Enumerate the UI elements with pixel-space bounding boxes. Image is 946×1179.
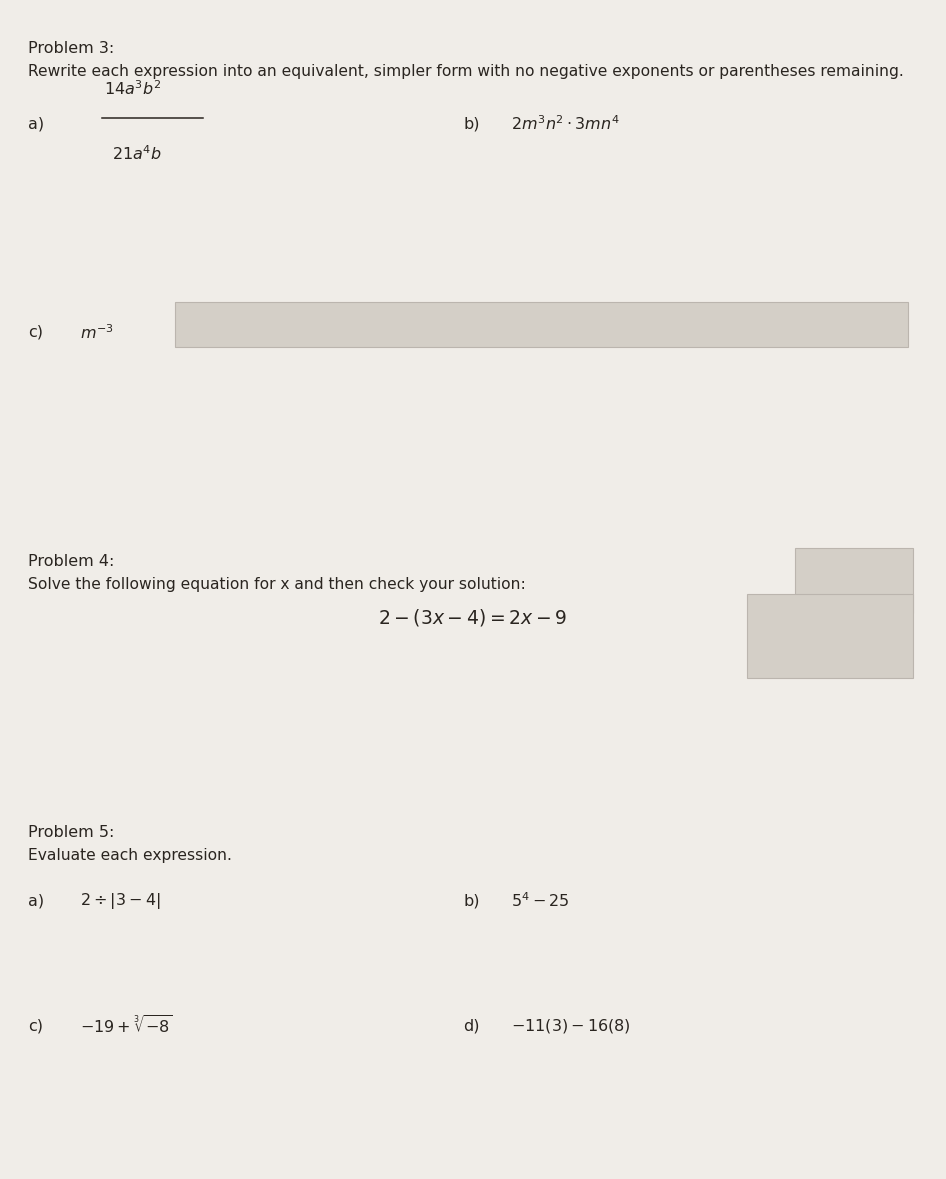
Text: Solve the following equation for x and then check your solution:: Solve the following equation for x and t… [28, 577, 526, 592]
Text: a): a) [28, 894, 44, 908]
Text: $21a^4b$: $21a^4b$ [112, 144, 162, 163]
FancyBboxPatch shape [795, 548, 913, 613]
Text: b): b) [464, 894, 480, 908]
Text: a): a) [28, 117, 44, 131]
Text: Evaluate each expression.: Evaluate each expression. [28, 848, 233, 863]
Text: $-19+\sqrt[3]{-8}$: $-19+\sqrt[3]{-8}$ [80, 1015, 173, 1036]
Text: $m^{-3}$: $m^{-3}$ [80, 323, 114, 342]
Text: $14a^3b^2$: $14a^3b^2$ [104, 79, 162, 98]
Text: c): c) [28, 1019, 44, 1033]
Text: $2-(3x-4)=2x-9$: $2-(3x-4)=2x-9$ [378, 607, 568, 628]
Text: $2 \div |3-4|$: $2 \div |3-4|$ [80, 891, 161, 910]
Text: d): d) [464, 1019, 480, 1033]
Text: c): c) [28, 325, 44, 340]
Text: $-11(3)-16(8)$: $-11(3)-16(8)$ [511, 1016, 631, 1035]
Text: $2m^3n^2 \cdot 3mn^4$: $2m^3n^2 \cdot 3mn^4$ [511, 114, 620, 133]
Text: Problem 3:: Problem 3: [28, 41, 114, 57]
Text: Rewrite each expression into an equivalent, simpler form with no negative expone: Rewrite each expression into an equivale… [28, 64, 904, 79]
Text: Problem 5:: Problem 5: [28, 825, 114, 841]
FancyBboxPatch shape [175, 302, 908, 347]
Text: $5^4 - 25$: $5^4 - 25$ [511, 891, 569, 910]
Text: Problem 4:: Problem 4: [28, 554, 114, 569]
Text: b): b) [464, 117, 480, 131]
FancyBboxPatch shape [747, 593, 913, 678]
